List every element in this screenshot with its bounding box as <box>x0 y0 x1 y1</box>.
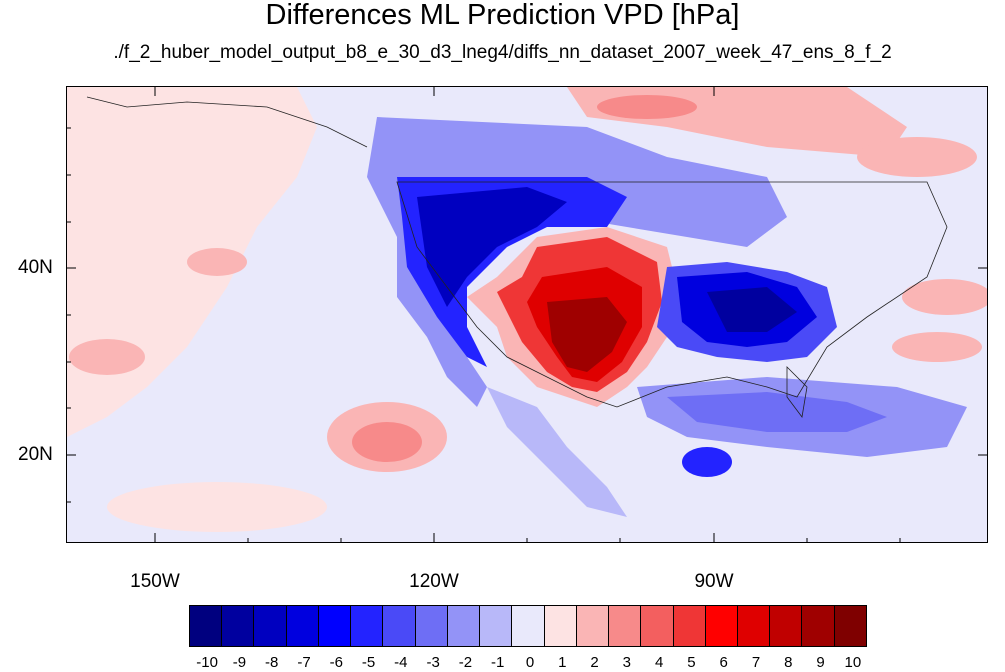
colorbar-swatch <box>222 606 255 646</box>
colorbar-swatch <box>673 606 706 646</box>
colorbar-label: 7 <box>751 654 761 671</box>
lon-label-90w: 90W <box>694 571 734 592</box>
colorbar-swatch <box>318 606 352 646</box>
colorbar-label: 6 <box>719 654 728 671</box>
colorbar-label: 5 <box>687 654 696 671</box>
colorbar-label: 8 <box>784 654 793 671</box>
colorbar-swatch <box>576 606 610 646</box>
colorbar-label: 4 <box>654 654 664 671</box>
colorbar-label: -6 <box>329 654 343 671</box>
colorbar-swatch <box>705 606 738 646</box>
colorbar-swatch <box>254 606 287 646</box>
colorbar-swatch <box>544 606 577 646</box>
lon-label-150w: 150W <box>130 571 180 592</box>
colorbar-label: 9 <box>816 654 825 671</box>
map-subtitle: ./f_2_huber_model_output_b8_e_30_d3_lneg… <box>113 42 892 63</box>
colorbar-swatch <box>737 606 771 646</box>
colorbar-label: 2 <box>590 654 599 671</box>
colorbar-label: -3 <box>426 654 440 671</box>
colorbar-swatch <box>383 606 416 646</box>
colorbar-label: -1 <box>491 654 505 671</box>
lat-label-40n: 40N <box>18 257 53 278</box>
colorbar-label: -7 <box>297 654 311 671</box>
colorbar-swatch <box>190 606 223 646</box>
colorbar-label: -5 <box>361 654 376 671</box>
colorbar-swatch <box>286 606 319 646</box>
colorbar-label: -8 <box>265 654 279 671</box>
colorbar-swatch <box>770 606 803 646</box>
lon-label-120w: 120W <box>409 571 459 592</box>
colorbar-label: -9 <box>232 654 247 671</box>
colorbar-swatch <box>351 606 384 646</box>
colorbar-label: -10 <box>196 654 218 671</box>
colorbar-label: -4 <box>394 654 408 671</box>
colorbar-swatch <box>415 606 448 646</box>
colorbar-swatch <box>480 606 513 646</box>
colorbar-swatch <box>447 606 481 646</box>
colorbar-swatch <box>641 606 674 646</box>
map-plot-area <box>66 86 988 543</box>
colorbar-swatch <box>512 606 545 646</box>
map-title: Differences ML Prediction VPD [hPa] <box>265 0 740 31</box>
colorbar-label: 10 <box>844 654 862 671</box>
colorbar <box>189 605 867 647</box>
vpd-difference-field <box>67 87 987 542</box>
colorbar-label: -2 <box>458 654 473 671</box>
colorbar-label: 0 <box>525 654 535 671</box>
colorbar-swatch <box>802 606 835 646</box>
colorbar-label: 3 <box>622 654 632 671</box>
colorbar-swatch <box>609 606 642 646</box>
lat-label-20n: 20N <box>18 444 53 465</box>
colorbar-swatch <box>834 606 866 646</box>
colorbar-label: 1 <box>558 654 567 671</box>
